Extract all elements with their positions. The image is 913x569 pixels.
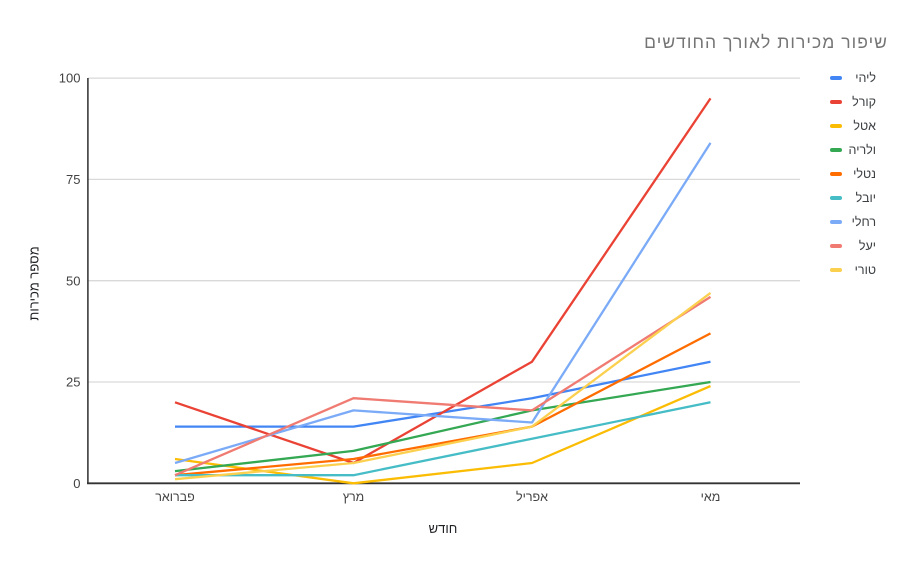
svg-text:יעל: יעל bbox=[859, 239, 876, 253]
svg-text:75: 75 bbox=[66, 172, 80, 187]
svg-text:קורל: קורל bbox=[852, 95, 876, 109]
svg-text:טורי: טורי bbox=[855, 263, 876, 277]
svg-text:מספר מכירות: מספר מכירות bbox=[27, 246, 42, 320]
svg-text:25: 25 bbox=[66, 375, 80, 390]
svg-text:מרץ: מרץ bbox=[343, 490, 365, 504]
svg-text:ולריה: ולריה bbox=[849, 143, 876, 157]
svg-text:פברואר: פברואר bbox=[155, 490, 195, 504]
svg-text:שיפור מכירות לאורך החודשים: שיפור מכירות לאורך החודשים bbox=[644, 32, 888, 52]
svg-text:100: 100 bbox=[59, 71, 81, 86]
svg-text:אטל: אטל bbox=[853, 119, 876, 133]
svg-text:נטלי: נטלי bbox=[853, 167, 876, 181]
svg-text:50: 50 bbox=[66, 273, 80, 288]
svg-text:ליהי: ליהי bbox=[855, 71, 876, 85]
svg-text:רחלי: רחלי bbox=[852, 215, 876, 229]
svg-text:0: 0 bbox=[73, 476, 80, 491]
svg-text:מאי: מאי bbox=[701, 490, 721, 504]
svg-text:יובל: יובל bbox=[856, 191, 876, 205]
svg-text:חודש: חודש bbox=[429, 521, 458, 536]
svg-text:אפריל: אפריל bbox=[516, 490, 548, 504]
